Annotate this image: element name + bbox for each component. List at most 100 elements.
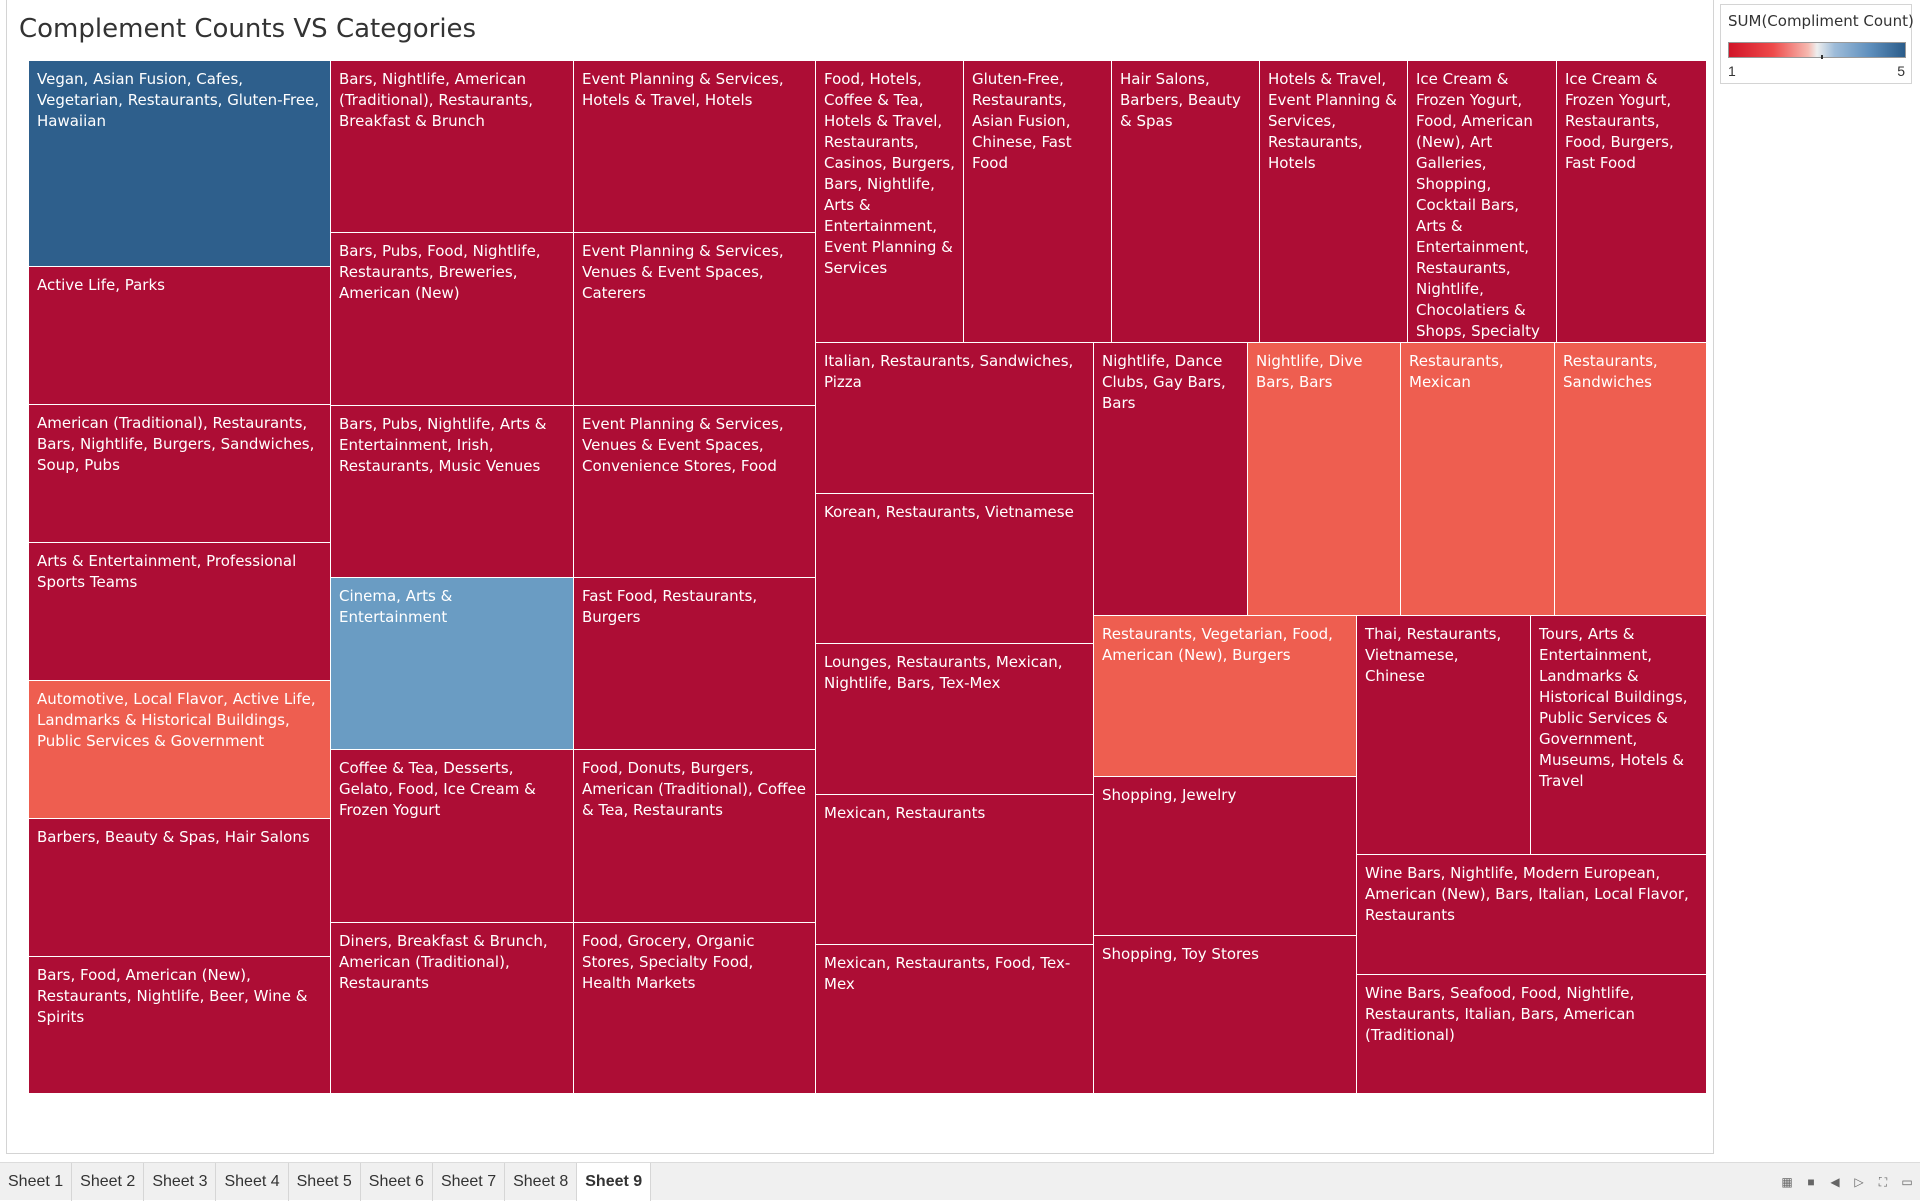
- prev-sheet-icon[interactable]: ◀: [1830, 1175, 1840, 1189]
- treemap-tile-label: Restaurants, Sandwiches: [1563, 352, 1658, 391]
- treemap-tile[interactable]: Cinema, Arts & Entertainment: [331, 578, 574, 750]
- treemap-tile-label: Bars, Pubs, Nightlife, Arts & Entertainm…: [339, 415, 547, 475]
- treemap-tile[interactable]: Shopping, Toy Stores: [1094, 936, 1357, 1094]
- treemap-tile[interactable]: Restaurants, Vegetarian, Food, American …: [1094, 616, 1357, 777]
- treemap-tile-label: Restaurants, Vegetarian, Food, American …: [1102, 625, 1333, 664]
- treemap-tile[interactable]: Diners, Breakfast & Brunch, American (Tr…: [331, 923, 574, 1094]
- treemap-tile-label: Event Planning & Services, Hotels & Trav…: [582, 70, 784, 109]
- treemap-tile-label: Restaurants, Mexican: [1409, 352, 1504, 391]
- worksheet-view: Complement Counts VS Categories Vegan, A…: [6, 0, 1714, 1154]
- treemap-tile-label: Nightlife, Dive Bars, Bars: [1256, 352, 1363, 391]
- treemap-tile[interactable]: Korean, Restaurants, Vietnamese: [816, 494, 1094, 644]
- treemap-tile-label: Wine Bars, Seafood, Food, Nightlife, Res…: [1365, 984, 1635, 1044]
- treemap-tile[interactable]: Gluten-Free, Restaurants, Asian Fusion, …: [964, 61, 1112, 343]
- treemap-tile-label: Diners, Breakfast & Brunch, American (Tr…: [339, 932, 548, 992]
- sheet-tabs: Sheet 1 Sheet 2 Sheet 3 Sheet 4 Sheet 5 Sheet…: [0, 1163, 652, 1201]
- treemap-tile-label: Coffee & Tea, Desserts, Gelato, Food, Ic…: [339, 759, 536, 819]
- grid-view-icon[interactable]: ▦: [1781, 1175, 1793, 1189]
- treemap-tile[interactable]: Barbers, Beauty & Spas, Hair Salons: [29, 819, 331, 957]
- treemap-tile[interactable]: Bars, Pubs, Nightlife, Arts & Entertainm…: [331, 406, 574, 578]
- treemap-tile-label: Ice Cream & Frozen Yogurt, Restaurants, …: [1565, 70, 1674, 172]
- treemap-tile-label: Active Life, Parks: [37, 276, 165, 294]
- filmstrip-icon[interactable]: ■: [1807, 1175, 1815, 1189]
- treemap-tile[interactable]: Food, Grocery, Organic Stores, Specialty…: [574, 923, 816, 1094]
- treemap-tile[interactable]: Vegan, Asian Fusion, Cafes, Vegetarian, …: [29, 61, 331, 267]
- treemap-tile-label: Food, Donuts, Burgers, American (Traditi…: [582, 759, 806, 819]
- treemap-tile-label: Thai, Restaurants, Vietnamese, Chinese: [1365, 625, 1502, 685]
- treemap-tile-label: Bars, Nightlife, American (Traditional),…: [339, 70, 534, 130]
- treemap-tile[interactable]: Wine Bars, Seafood, Food, Nightlife, Res…: [1357, 975, 1707, 1094]
- treemap-tile[interactable]: Bars, Pubs, Food, Nightlife, Restaurants…: [331, 233, 574, 406]
- fullscreen-icon[interactable]: ⛶: [1878, 1175, 1888, 1189]
- treemap-tile-label: Cinema, Arts & Entertainment: [339, 587, 453, 626]
- treemap-tile[interactable]: Ice Cream & Frozen Yogurt, Restaurants, …: [1557, 61, 1707, 343]
- treemap-tile[interactable]: Hotels & Travel, Event Planning & Servic…: [1260, 61, 1408, 343]
- treemap-tile[interactable]: Italian, Restaurants, Sandwiches, Pizza: [816, 343, 1094, 494]
- sheet-title: Complement Counts VS Categories: [19, 14, 477, 44]
- treemap-tile[interactable]: Nightlife, Dive Bars, Bars: [1248, 343, 1401, 616]
- treemap-tile[interactable]: Restaurants, Mexican: [1401, 343, 1555, 616]
- next-sheet-icon[interactable]: ▷: [1854, 1175, 1864, 1189]
- treemap-tile-label: Italian, Restaurants, Sandwiches, Pizza: [824, 352, 1074, 391]
- treemap-tile[interactable]: Automotive, Local Flavor, Active Life, L…: [29, 681, 331, 819]
- tab-sheet-7[interactable]: Sheet 7: [433, 1163, 506, 1201]
- treemap-tile-label: Ice Cream & Frozen Yogurt, Food, America…: [1416, 70, 1540, 340]
- tab-sheet-3[interactable]: Sheet 3: [144, 1163, 217, 1201]
- treemap-tile[interactable]: Thai, Restaurants, Vietnamese, Chinese: [1357, 616, 1531, 855]
- treemap-tile-label: Event Planning & Services, Venues & Even…: [582, 242, 784, 302]
- treemap-tile[interactable]: American (Traditional), Restaurants, Bar…: [29, 405, 331, 543]
- treemap-tile[interactable]: Tours, Arts & Entertainment, Landmarks &…: [1531, 616, 1707, 855]
- treemap-tile-label: Food, Hotels, Coffee & Tea, Hotels & Tra…: [824, 70, 955, 277]
- legend-gradient-bar: [1728, 42, 1906, 58]
- tab-sheet-9[interactable]: Sheet 9: [577, 1163, 652, 1201]
- legend-min-label: 1: [1728, 63, 1736, 79]
- treemap-tile[interactable]: Fast Food, Restaurants, Burgers: [574, 578, 816, 750]
- treemap-tile[interactable]: Nightlife, Dance Clubs, Gay Bars, Bars: [1094, 343, 1248, 616]
- tab-sheet-1[interactable]: Sheet 1: [0, 1163, 73, 1201]
- tab-sheet-5[interactable]: Sheet 5: [289, 1163, 361, 1201]
- treemap-tile-label: Arts & Entertainment, Professional Sport…: [37, 552, 297, 591]
- treemap-tile-label: Bars, Food, American (New), Restaurants,…: [37, 966, 308, 1026]
- treemap-tile[interactable]: Mexican, Restaurants, Food, Tex-Mex: [816, 945, 1094, 1094]
- treemap-tile-label: Mexican, Restaurants, Food, Tex-Mex: [824, 954, 1071, 993]
- legend-midpoint-marker: [1821, 55, 1823, 59]
- treemap-tile-label: American (Traditional), Restaurants, Bar…: [37, 414, 315, 474]
- treemap-tile[interactable]: Event Planning & Services, Venues & Even…: [574, 406, 816, 578]
- tab-sheet-4[interactable]: Sheet 4: [216, 1163, 289, 1201]
- tab-sheet-6[interactable]: Sheet 6: [361, 1163, 433, 1201]
- color-legend[interactable]: SUM(Compliment Count) 1 5: [1720, 4, 1914, 84]
- treemap-tile[interactable]: Active Life, Parks: [29, 267, 331, 405]
- treemap-tile[interactable]: Arts & Entertainment, Professional Sport…: [29, 543, 331, 681]
- treemap-tile[interactable]: Wine Bars, Nightlife, Modern European, A…: [1357, 855, 1707, 975]
- treemap-tile[interactable]: Bars, Nightlife, American (Traditional),…: [331, 61, 574, 233]
- treemap-tile[interactable]: Mexican, Restaurants: [816, 795, 1094, 945]
- treemap-tile-label: Bars, Pubs, Food, Nightlife, Restaurants…: [339, 242, 541, 302]
- treemap-tile[interactable]: Lounges, Restaurants, Mexican, Nightlife…: [816, 644, 1094, 795]
- treemap-tile-label: Wine Bars, Nightlife, Modern European, A…: [1365, 864, 1689, 924]
- treemap-tile[interactable]: Food, Hotels, Coffee & Tea, Hotels & Tra…: [816, 61, 964, 343]
- treemap-tile[interactable]: Shopping, Jewelry: [1094, 777, 1357, 936]
- treemap-tile-label: Shopping, Jewelry: [1102, 786, 1237, 804]
- presentation-icon[interactable]: ▭: [1901, 1175, 1913, 1189]
- tab-sheet-2[interactable]: Sheet 2: [72, 1163, 145, 1201]
- treemap-tile[interactable]: Event Planning & Services, Hotels & Trav…: [574, 61, 816, 233]
- treemap-tile[interactable]: Bars, Food, American (New), Restaurants,…: [29, 957, 331, 1094]
- treemap-tile-label: Fast Food, Restaurants, Burgers: [582, 587, 758, 626]
- treemap-tile[interactable]: Food, Donuts, Burgers, American (Traditi…: [574, 750, 816, 923]
- tab-nav-icons: ▦ ■ ◀ ▷ ⛶ ▭: [1780, 1163, 1914, 1201]
- treemap-tile-label: Event Planning & Services, Venues & Even…: [582, 415, 784, 475]
- treemap-tile[interactable]: Event Planning & Services, Venues & Even…: [574, 233, 816, 406]
- treemap-tile-label: Automotive, Local Flavor, Active Life, L…: [37, 690, 316, 750]
- legend-max-label: 5: [1897, 63, 1905, 79]
- tab-sheet-8[interactable]: Sheet 8: [505, 1163, 578, 1201]
- treemap-tile-label: Gluten-Free, Restaurants, Asian Fusion, …: [972, 70, 1072, 172]
- treemap-tile[interactable]: Hair Salons, Barbers, Beauty & Spas: [1112, 61, 1260, 343]
- treemap-tile[interactable]: Ice Cream & Frozen Yogurt, Food, America…: [1408, 61, 1557, 343]
- treemap-tile[interactable]: Coffee & Tea, Desserts, Gelato, Food, Ic…: [331, 750, 574, 923]
- treemap-tile-label: Shopping, Toy Stores: [1102, 945, 1259, 963]
- legend-title: SUM(Compliment Count): [1728, 12, 1914, 30]
- treemap-tile-label: Mexican, Restaurants: [824, 804, 986, 822]
- treemap-tile[interactable]: Restaurants, Sandwiches: [1555, 343, 1707, 616]
- treemap-tile-label: Nightlife, Dance Clubs, Gay Bars, Bars: [1102, 352, 1226, 412]
- treemap-tile-label: Tours, Arts & Entertainment, Landmarks &…: [1539, 625, 1688, 790]
